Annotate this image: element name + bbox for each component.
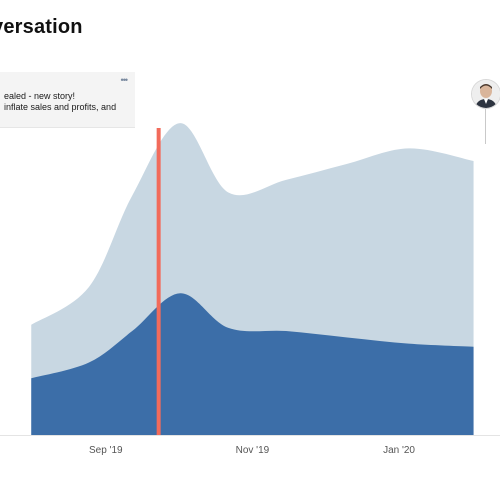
annotation-text-line-2: inflate sales and profits, and <box>4 102 117 112</box>
annotation-text-line-1: ealed - new story! <box>4 91 76 101</box>
user-avatar-icon[interactable] <box>472 80 500 108</box>
page-title: versation <box>0 16 83 38</box>
annotation-card[interactable]: ••• ealed - new story! inflate sales and… <box>0 72 135 128</box>
x-tick-label: Jan '20 <box>383 445 415 456</box>
more-options-icon[interactable]: ••• <box>120 75 129 85</box>
chart-areas <box>31 123 474 435</box>
area-series-2 <box>31 293 474 435</box>
x-tick-label: Sep '19 <box>88 445 123 456</box>
event-marker-line[interactable] <box>156 128 161 435</box>
avatar-connector <box>485 109 486 144</box>
x-tick-label: Nov '19 <box>235 445 270 456</box>
